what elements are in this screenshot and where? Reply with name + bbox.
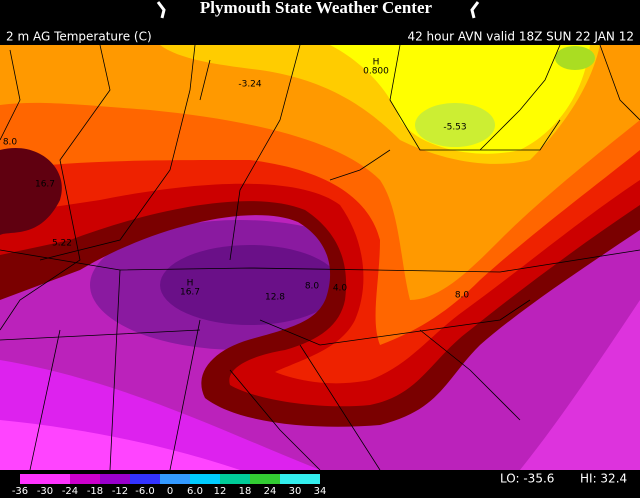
colorbar-label: -18 [87,486,103,497]
colorbar-label: 12 [214,486,227,497]
map-label: 8.0 [305,282,320,292]
colorbar-label: -12 [112,486,128,497]
hi-value: HI: 32.4 [580,472,627,486]
map-label: H [187,279,194,289]
colorbar-label: -6.0 [135,486,155,497]
lo-value: LO: -35.6 [500,472,554,486]
map-labels: -3.24 0.800 H -5.53 8.0 16.7 5.22 H 16.7… [3,58,470,303]
colorbar-label: 18 [239,486,252,497]
map-label: 8.0 [3,138,18,148]
map-label: 4.0 [333,284,348,294]
colorbar [20,474,320,484]
valid-time: 42 hour AVN valid 18Z SUN 22 JAN 12 [407,30,634,44]
map-label: H [373,58,380,68]
map-label: 0.800 [363,67,389,77]
map-label: 12.8 [265,293,285,303]
map-label: 5.22 [52,239,72,249]
colorbar-label: -24 [62,486,78,497]
field-label: 2 m AG Temperature (C) [6,30,152,44]
colorbar-label: 34 [314,486,327,497]
colorbar-label: 24 [264,486,277,497]
map-label: 16.7 [35,180,55,190]
map-label: 8.0 [455,291,470,301]
map-label: -5.53 [443,123,466,133]
colorbar-label: 6.0 [187,486,203,497]
header-title: Plymouth State Weather Center [200,0,433,17]
colorbar-label: -30 [37,486,53,497]
map-label: 16.7 [180,288,200,298]
colorbar-label: 30 [289,486,302,497]
colorbar-label: 0 [167,486,173,497]
temperature-field [0,45,640,470]
map-label: -3.24 [238,80,262,90]
logo-icon [156,1,480,19]
colorbar-label: -36 [12,486,28,497]
